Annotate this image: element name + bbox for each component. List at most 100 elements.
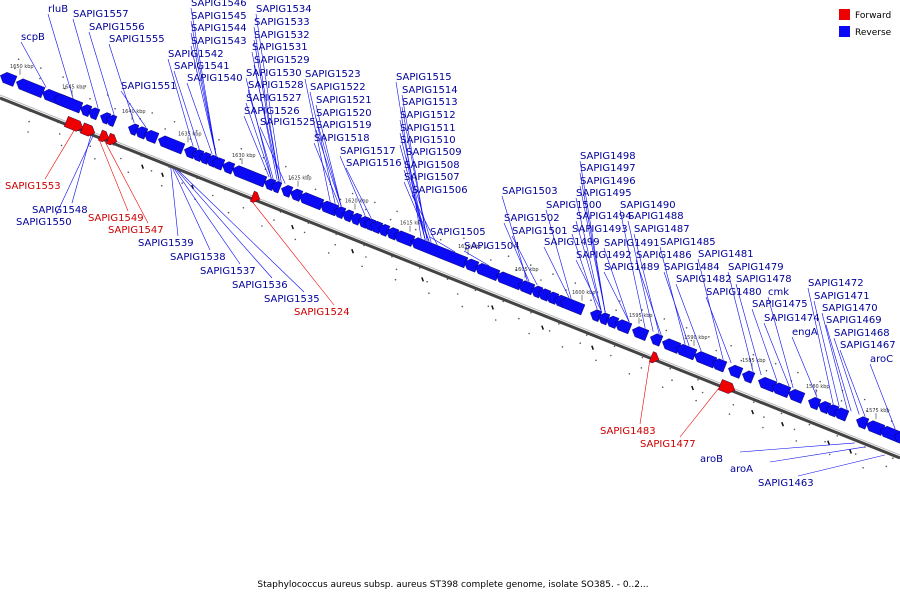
gene-reverse[interactable] (496, 271, 524, 291)
gene-label-above[interactable]: scpB (21, 32, 45, 43)
gene-label-above[interactable]: SAPIG1491 (604, 238, 660, 249)
gene-label-above[interactable]: SAPIG1533 (254, 17, 310, 28)
gene-label-above[interactable]: SAPIG1489 (604, 262, 660, 273)
gene-label-above[interactable]: SAPIG1545 (191, 11, 247, 22)
gene-label-above[interactable]: SAPIG1507 (404, 172, 460, 183)
axis-tick-label[interactable]: 1580 kbp (806, 384, 830, 390)
axis-tick-label[interactable]: 1605 kbp (515, 267, 539, 273)
gene-label-above[interactable]: SAPIG1557 (73, 9, 129, 20)
gene-label-above[interactable]: aroC (870, 354, 893, 365)
gene-label-above[interactable]: SAPIG1505 (430, 227, 486, 238)
axis-tick-label[interactable]: 1630 kbp (232, 153, 256, 159)
gene-label-above[interactable]: SAPIG1467 (840, 340, 896, 351)
gene-reverse[interactable] (271, 181, 283, 194)
gene-label-below[interactable]: SAPIG1548 (32, 205, 88, 216)
axis-tick-label[interactable]: 1600 kbp (572, 290, 596, 296)
gene-label-below[interactable]: SAPIG1539 (138, 238, 194, 249)
axis-tick-label[interactable]: 1575 kbp (866, 408, 890, 414)
gene-label-above[interactable]: engA (792, 327, 818, 338)
gene-reverse[interactable] (106, 114, 118, 127)
gene-label-below[interactable]: SAPIG1477 (640, 439, 696, 450)
gene-reverse[interactable] (232, 165, 268, 188)
axis-tick-label[interactable]: 1625 kbp (288, 176, 312, 182)
gene-reverse[interactable] (834, 407, 850, 422)
gene-reverse[interactable] (650, 333, 664, 347)
gene-label-above[interactable]: SAPIG1494 (576, 211, 632, 222)
gene-label-above[interactable]: SAPIG1510 (400, 135, 456, 146)
gene-reverse[interactable] (54, 93, 84, 114)
axis-tick-label[interactable]: 1610 kbp (458, 244, 482, 250)
gene-label-above[interactable]: SAPIG1530 (246, 68, 302, 79)
gene-label-above[interactable]: SAPIG1481 (698, 249, 754, 260)
gene-reverse[interactable] (856, 416, 870, 430)
gene-arrows[interactable] (0, 72, 900, 454)
gene-label-below[interactable]: SAPIG1463 (758, 478, 814, 489)
gene-reverse[interactable] (144, 129, 160, 144)
gene-label-above[interactable]: SAPIG1520 (316, 108, 372, 119)
gene-label-above[interactable]: SAPIG1540 (187, 73, 243, 84)
gene-label-above[interactable]: SAPIG1526 (244, 106, 300, 117)
gene-forward[interactable] (63, 116, 84, 132)
gene-label-below[interactable]: SAPIG1524 (294, 307, 350, 318)
gene-label-above[interactable]: SAPIG1551 (121, 81, 177, 92)
gene-reverse[interactable] (728, 364, 744, 379)
gene-label-above[interactable]: SAPIG1484 (664, 262, 720, 273)
gene-label-above[interactable]: SAPIG1475 (752, 299, 808, 310)
gene-label-above[interactable]: cmk (768, 287, 789, 298)
gene-label-below[interactable]: SAPIG1483 (600, 426, 656, 437)
gene-label-above[interactable]: SAPIG1514 (402, 85, 458, 96)
gene-label-above[interactable]: SAPIG1495 (576, 188, 632, 199)
axis-tick-label[interactable]: 1640 kbp (122, 109, 146, 115)
gene-label-above[interactable]: SAPIG1469 (826, 315, 882, 326)
axis-tick-label[interactable]: 1585 kbp (742, 358, 766, 364)
gene-label-above[interactable]: SAPIG1546 (191, 0, 247, 9)
gene-label-below[interactable]: SAPIG1550 (16, 217, 72, 228)
gene-label-below[interactable]: SAPIG1538 (170, 252, 226, 263)
gene-label-above[interactable]: SAPIG1480 (706, 287, 762, 298)
axis-tick-label[interactable]: 1645 kbp (62, 85, 86, 91)
gene-reverse[interactable] (281, 185, 294, 198)
gene-label-above[interactable]: SAPIG1487 (634, 224, 690, 235)
gene-label-below[interactable]: aroA (730, 464, 753, 475)
gene-label-above[interactable]: SAPIG1474 (764, 313, 820, 324)
gene-label-above[interactable]: SAPIG1544 (191, 23, 247, 34)
gene-label-below[interactable]: SAPIG1547 (108, 225, 164, 236)
gene-label-above[interactable]: SAPIG1511 (400, 123, 456, 134)
axis-tick-label[interactable]: 1590 kbp (684, 335, 708, 341)
gene-label-above[interactable]: SAPIG1534 (256, 4, 312, 15)
gene-forward[interactable] (97, 129, 110, 143)
gene-label-above[interactable]: SAPIG1527 (246, 93, 302, 104)
gene-reverse[interactable] (299, 192, 325, 211)
gene-label-above[interactable]: SAPIG1528 (248, 80, 304, 91)
gene-label-above[interactable]: SAPIG1517 (340, 146, 396, 157)
gene-label-above[interactable]: SAPIG1542 (168, 49, 224, 60)
gene-label-above[interactable]: SAPIG1470 (822, 303, 878, 314)
gene-labels[interactable]: rluBscpBSAPIG1557SAPIG1556SAPIG1555SAPIG… (5, 0, 896, 489)
gene-reverse[interactable] (676, 343, 698, 361)
gene-label-below[interactable]: SAPIG1535 (264, 294, 320, 305)
gene-reverse[interactable] (632, 326, 650, 341)
gene-label-below[interactable]: aroB (700, 454, 723, 465)
gene-label-above[interactable]: SAPIG1529 (254, 55, 310, 66)
gene-label-above[interactable]: SAPIG1498 (580, 151, 636, 162)
gene-label-above[interactable]: SAPIG1515 (396, 72, 452, 83)
gene-label-above[interactable]: SAPIG1521 (316, 95, 372, 106)
gene-label-above[interactable]: SAPIG1472 (808, 278, 864, 289)
gene-label-above[interactable]: SAPIG1516 (346, 158, 402, 169)
gene-reverse[interactable] (475, 263, 501, 282)
gene-label-below[interactable]: SAPIG1553 (5, 181, 61, 192)
gene-label-above[interactable]: SAPIG1506 (412, 185, 468, 196)
gene-label-above[interactable]: SAPIG1490 (620, 200, 676, 211)
gene-label-above[interactable]: SAPIG1541 (174, 61, 230, 72)
gene-reverse[interactable] (560, 297, 586, 316)
gene-label-above[interactable]: SAPIG1493 (572, 224, 628, 235)
gene-label-below[interactable]: SAPIG1536 (232, 280, 288, 291)
gene-reverse[interactable] (742, 370, 756, 384)
gene-reverse[interactable] (808, 397, 822, 411)
gene-label-above[interactable]: SAPIG1486 (636, 250, 692, 261)
gene-label-above[interactable]: SAPIG1478 (736, 274, 792, 285)
gene-label-above[interactable]: SAPIG1499 (544, 237, 600, 248)
gene-label-above[interactable]: SAPIG1556 (89, 22, 145, 33)
gene-forward[interactable] (79, 122, 96, 137)
gene-label-above[interactable]: SAPIG1543 (191, 36, 247, 47)
